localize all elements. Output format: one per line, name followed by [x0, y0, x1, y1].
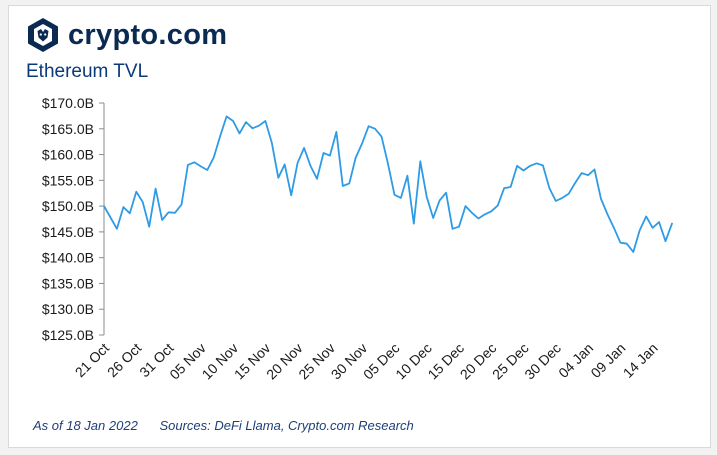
x-tick-label: 21 Oct	[72, 340, 113, 381]
y-tick-label: $170.0B	[42, 95, 94, 111]
as-of-date: As of 18 Jan 2022	[33, 418, 138, 433]
y-tick-label: $150.0B	[42, 198, 94, 214]
x-tick-label: 30 Dec	[521, 340, 564, 383]
x-tick-label: 26 Oct	[104, 340, 145, 381]
y-tick-label: $130.0B	[42, 301, 94, 317]
y-tick-label: $145.0B	[42, 224, 94, 240]
chart-card: crypto.com Ethereum TVL As of 18 Jan 202…	[8, 5, 711, 448]
y-tick-label: $125.0B	[42, 327, 94, 343]
brand-logo[interactable]: crypto.com	[26, 17, 227, 53]
series-line-ethereum-tvl	[103, 115, 673, 253]
y-tick-label: $160.0B	[42, 147, 94, 163]
x-tick-label: 09 Jan	[587, 340, 628, 381]
y-tick-label: $155.0B	[42, 172, 94, 188]
y-axis: $125.0B $130.0B $135.0B $140.0B $145.0B $150.…	[42, 95, 105, 343]
x-tick-label: 04 Jan	[555, 340, 596, 381]
chart-title: Ethereum TVL	[26, 61, 149, 82]
y-tick-label: $140.0B	[42, 250, 94, 266]
sources-note: Sources: DeFi Llama, Crypto.com Research	[159, 418, 414, 433]
brand-name: crypto.com	[68, 18, 228, 51]
y-tick-label: $135.0B	[42, 275, 94, 291]
x-tick-label: 14 Jan	[620, 340, 661, 381]
crypto-com-lion-shield-icon	[28, 18, 58, 52]
y-tick-label: $165.0B	[42, 121, 94, 137]
chart-footer: As of 18 Jan 2022 Sources: DeFi Llama, C…	[33, 418, 414, 433]
